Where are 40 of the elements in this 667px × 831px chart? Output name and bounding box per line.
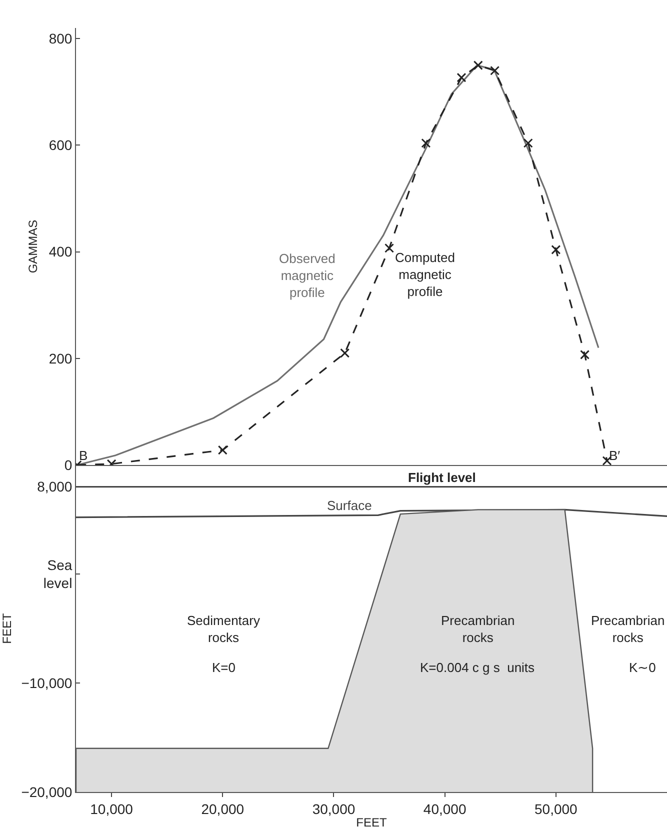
y-tick-label: 600 [48,137,72,154]
series-label: Observed magnetic profile [279,251,336,300]
point [340,348,350,358]
y-tick-label: Sea level [43,556,72,591]
annotation: K∼0 [629,660,656,675]
point [602,456,612,465]
ref-line-label: Flight level [408,470,476,485]
x-tick-label: 10,000 [90,800,134,817]
y-tick-label: 8,000 [37,478,72,495]
annotation: K=0 [212,660,236,675]
point [473,60,483,70]
annotation: Precambrian rocks [591,613,665,645]
point [218,445,228,455]
x-tick-label: 40,000 [423,800,466,817]
point [384,243,394,253]
point [551,244,561,254]
y-tick-label: 800 [48,30,72,47]
x-tick-label: 20,000 [201,800,244,817]
x-tick-label: 30,000 [312,800,356,817]
annotation: B′ [609,448,621,463]
annotation: B [79,448,88,463]
annotation: Precambrian rocks [441,613,515,645]
x-tick-label: 50,000 [534,800,578,817]
y-axis-title: GAMMAS [26,220,40,274]
point [421,138,431,148]
y-axis-title: FEET [0,612,14,644]
annotation: Sedimentary rocks [187,613,260,645]
y-tick-label: −10,000 [21,674,72,691]
point [523,138,533,148]
y-tick-label: 400 [48,244,72,260]
x-axis-title: FEET [356,816,388,830]
y-tick-label: 0 [64,456,72,473]
series-label: Surface [327,498,372,513]
point [490,66,500,76]
y-tick-label: 200 [48,350,72,366]
point [456,72,466,82]
series-label: Computed magnetic profile [395,250,455,299]
y-tick-label: −20,000 [21,784,72,800]
annotation: K=0.004 c g s units [420,660,536,675]
point [580,350,590,360]
